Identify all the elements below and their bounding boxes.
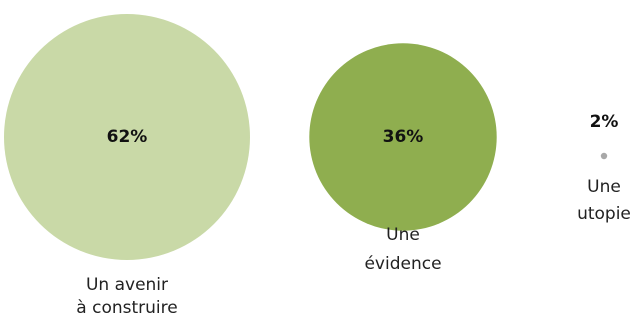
category-label-une-evidence-line-1: Une [386,225,420,245]
category-label-une-evidence-line-2: évidence [364,254,441,274]
category-label-une-utopie-line-1: Une [587,177,621,197]
value-label-une-utopie: 2% [590,112,619,132]
value-label-un-avenir-a-construire: 62% [107,127,148,147]
category-label-une-utopie-line-2: utopie [577,204,631,224]
bubble-un-avenir-a-construire [4,14,250,260]
category-label-un-avenir-a-construire-line-1: Un avenir [86,275,168,295]
value-label-une-evidence: 36% [383,127,424,147]
bubble-une-utopie [600,152,608,160]
category-label-un-avenir-a-construire-line-2: à construire [76,298,177,318]
bubble-une-evidence [309,43,497,231]
